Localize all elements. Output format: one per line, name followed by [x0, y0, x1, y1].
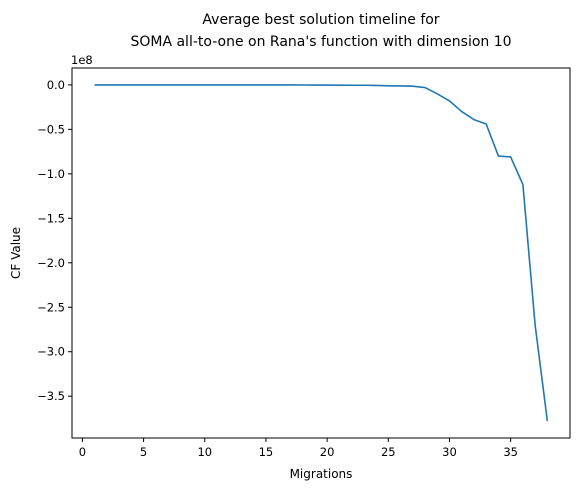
x-tick-label: 20 [320, 445, 335, 459]
series-layer [94, 84, 549, 422]
chart-title-line-1: Average best solution timeline for [202, 12, 439, 28]
y-tick-label: −1.0 [37, 167, 65, 181]
x-axis-label: Migrations [290, 467, 353, 481]
y-tick-label: 0.0 [47, 78, 65, 92]
y-axis-ticks: 0.0 −0.5 −1.0 −1.5 −2.0 −2.5 −3.0 −3.5 [37, 78, 72, 403]
x-tick-label: 35 [503, 445, 518, 459]
x-tick-label: 30 [442, 445, 457, 459]
y-tick-label: −2.0 [37, 256, 65, 270]
chart-title-line-2: SOMA all-to-one on Rana's function with … [130, 34, 511, 50]
y-tick-label: −0.5 [37, 122, 65, 136]
series-line [94, 84, 549, 422]
y-tick-label: −2.5 [37, 300, 65, 314]
x-tick-label: 0 [79, 445, 86, 459]
x-tick-label: 10 [197, 445, 212, 459]
y-axis-label: CF Value [9, 227, 23, 279]
x-axis-ticks: 0 5 10 15 20 25 30 35 [79, 438, 518, 459]
y-tick-label: −1.5 [37, 211, 65, 225]
x-tick-label: 5 [140, 445, 147, 459]
plot-frame [71, 67, 571, 439]
y-tick-label: −3.0 [37, 345, 65, 359]
x-tick-label: 25 [381, 445, 396, 459]
y-tick-label: −3.5 [37, 389, 65, 403]
x-tick-label: 15 [259, 445, 274, 459]
y-offset-label: 1e8 [71, 53, 93, 67]
